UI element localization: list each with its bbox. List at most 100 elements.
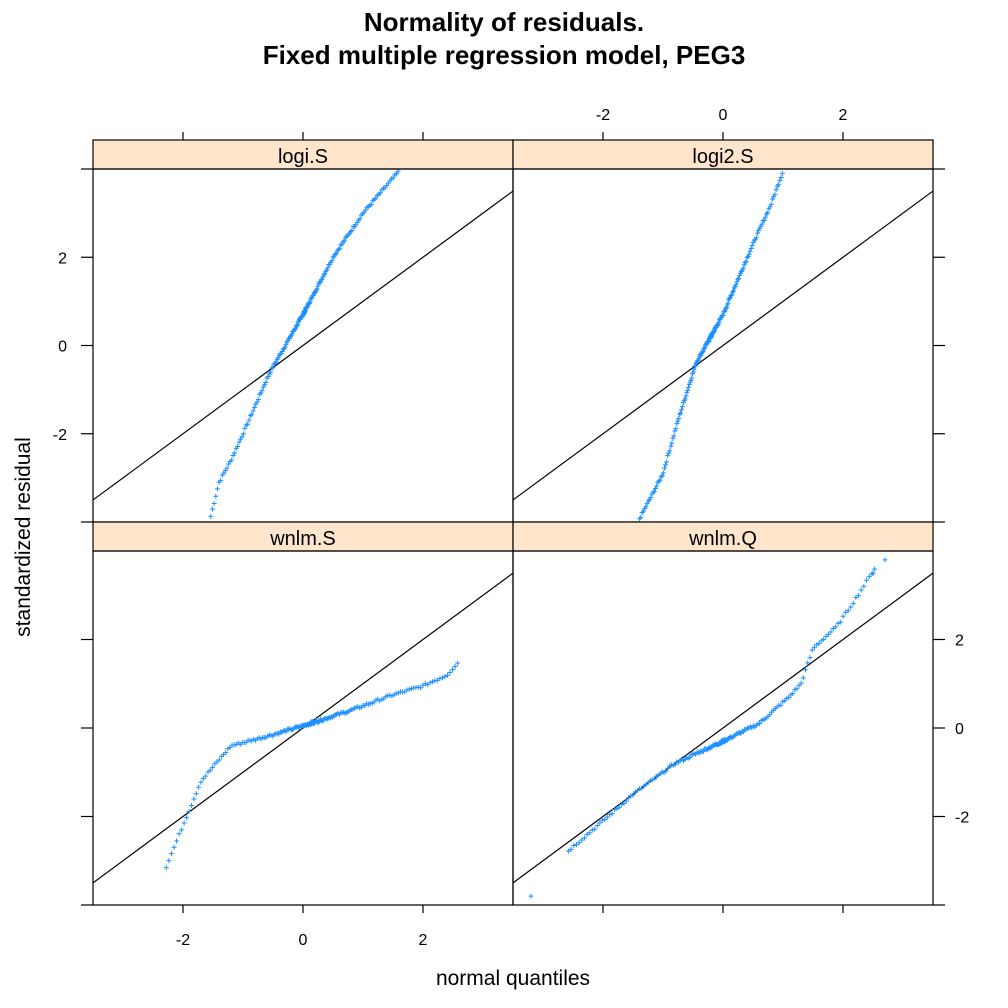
data-point xyxy=(218,477,224,483)
data-point xyxy=(587,830,593,836)
data-point xyxy=(568,846,574,852)
data-point xyxy=(430,679,436,685)
data-point xyxy=(663,462,669,468)
data-point xyxy=(333,251,339,257)
data-point xyxy=(315,283,321,289)
data-point xyxy=(746,251,752,257)
data-point xyxy=(246,417,252,423)
data-point xyxy=(239,434,245,440)
y-tick-label-right: 0 xyxy=(955,721,964,738)
data-point xyxy=(672,428,678,434)
data-point xyxy=(643,504,649,510)
data-point xyxy=(716,319,722,325)
data-point xyxy=(210,506,216,512)
data-point xyxy=(772,192,778,198)
data-point xyxy=(661,465,667,471)
data-point xyxy=(229,457,235,463)
x-axis-label: normal quantiles xyxy=(436,967,590,990)
data-point xyxy=(870,570,876,576)
data-point xyxy=(690,369,696,375)
data-point xyxy=(308,295,314,301)
data-point xyxy=(749,242,755,248)
data-point xyxy=(833,624,839,630)
data-point xyxy=(794,686,800,692)
y-tick-label-left: 0 xyxy=(58,339,67,356)
data-point xyxy=(599,817,605,823)
data-point xyxy=(660,470,666,476)
data-point xyxy=(786,694,792,700)
data-point xyxy=(767,204,773,210)
data-point xyxy=(856,592,862,598)
chart-title-line-2: Fixed multiple regression model, PEG3 xyxy=(262,40,746,70)
data-point xyxy=(268,369,274,375)
data-point xyxy=(666,450,672,456)
data-point xyxy=(447,670,453,676)
data-point xyxy=(715,322,721,328)
data-point xyxy=(648,494,654,500)
data-point xyxy=(730,288,736,294)
data-point xyxy=(174,838,180,844)
data-point xyxy=(196,784,202,790)
data-point xyxy=(207,767,213,773)
data-point xyxy=(869,571,875,577)
data-point xyxy=(861,583,867,589)
data-point xyxy=(798,680,804,686)
data-point xyxy=(768,201,774,207)
data-point xyxy=(779,170,785,176)
data-point xyxy=(761,218,767,224)
data-point xyxy=(200,776,206,782)
panel-wnlm-s: wnlm.S -2 0 2 xyxy=(81,521,514,949)
data-point xyxy=(168,851,174,857)
data-point xyxy=(325,265,331,271)
data-point xyxy=(720,313,726,319)
data-point xyxy=(755,230,761,236)
strip-label-logi-s: logi.S xyxy=(278,146,328,168)
y-tick-label-right: -2 xyxy=(955,810,969,827)
data-point xyxy=(668,443,674,449)
data-point xyxy=(730,289,736,295)
data-point xyxy=(602,817,608,823)
data-point xyxy=(734,279,740,285)
data-point xyxy=(700,348,706,354)
data-point xyxy=(805,660,811,666)
data-point xyxy=(773,187,779,193)
data-point xyxy=(853,594,859,600)
data-point xyxy=(882,557,888,563)
data-point xyxy=(848,604,854,610)
data-point xyxy=(295,322,301,328)
data-point xyxy=(657,477,663,483)
data-point xyxy=(638,514,644,520)
data-point xyxy=(673,426,679,432)
strip-wnlm-q xyxy=(512,521,934,552)
data-point xyxy=(669,440,675,446)
data-point xyxy=(439,675,445,681)
data-point xyxy=(329,258,335,264)
data-point xyxy=(628,793,634,799)
data-point xyxy=(589,827,595,833)
data-point xyxy=(437,676,443,682)
data-point xyxy=(740,265,746,271)
data-point xyxy=(368,201,374,207)
data-point xyxy=(698,353,704,359)
data-point xyxy=(675,418,681,424)
data-point xyxy=(757,720,763,726)
data-point xyxy=(609,811,615,817)
data-point xyxy=(866,574,872,580)
data-point xyxy=(320,274,326,280)
data-point xyxy=(621,800,627,806)
data-point xyxy=(769,196,775,202)
x-tick-label-bottom: 0 xyxy=(299,932,308,949)
data-point xyxy=(213,493,219,499)
data-point xyxy=(659,473,665,479)
data-point xyxy=(762,214,768,220)
data-point xyxy=(686,384,692,390)
reference-line-logi-s xyxy=(93,190,513,501)
data-point xyxy=(742,260,748,266)
data-point xyxy=(840,613,846,619)
data-point xyxy=(373,195,379,201)
panel-logi2-s: logi2.S -2 0 2 xyxy=(512,107,945,523)
data-point xyxy=(745,254,751,260)
data-point xyxy=(741,262,747,268)
data-point xyxy=(331,254,337,260)
data-point xyxy=(341,238,347,244)
